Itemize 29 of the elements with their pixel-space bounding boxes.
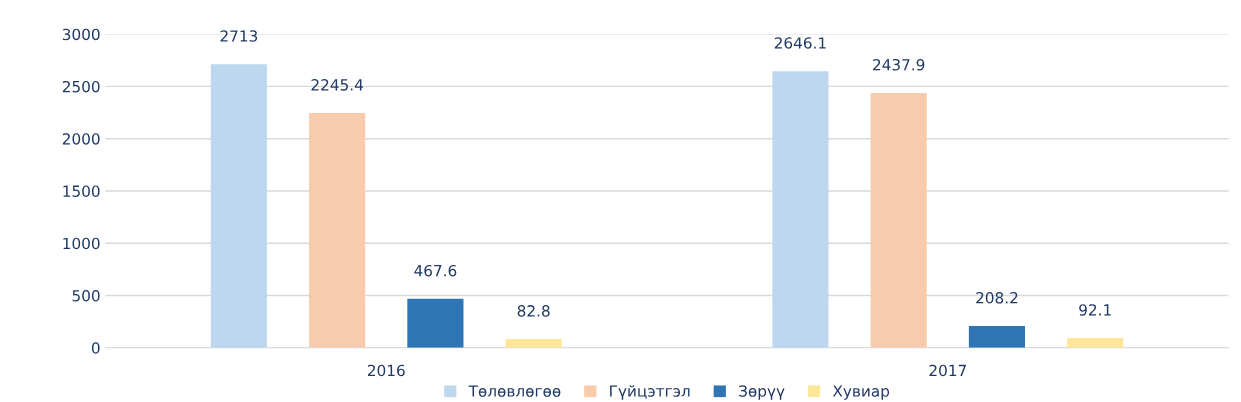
y-tick-label: 2500 xyxy=(62,80,100,93)
y-tick-label: 2000 xyxy=(62,133,100,145)
data-label: 208.2 xyxy=(976,292,1018,304)
data-label: 82.8 xyxy=(517,305,550,317)
data-label: 467.6 xyxy=(414,264,457,277)
x-tick-label: 2017 xyxy=(929,364,966,377)
bar xyxy=(1067,338,1124,348)
data-label: 92.1 xyxy=(1079,304,1111,316)
data-label: 2245.4 xyxy=(311,79,363,91)
legend-label: Гүйцэтгэл xyxy=(610,385,690,400)
y-tick-label: 1000 xyxy=(63,237,100,250)
legend-label: Зөрүү xyxy=(739,385,785,400)
legend-label: Төлөвлөгөө xyxy=(468,385,561,397)
bar xyxy=(505,339,562,348)
data-label: 2646.1 xyxy=(774,37,826,49)
bar xyxy=(968,325,1026,348)
legend-label: Хувиар xyxy=(832,385,890,400)
bar xyxy=(210,64,267,348)
y-tick-label: 500 xyxy=(72,289,100,302)
data-label: 2437.9 xyxy=(873,58,925,71)
y-tick-label: 1500 xyxy=(63,185,100,197)
bar xyxy=(772,71,829,348)
y-tick-label: 0 xyxy=(91,342,100,354)
bar xyxy=(407,298,464,348)
y-tick-label: 3000 xyxy=(62,28,100,41)
data-label: 2713 xyxy=(220,30,258,42)
bar xyxy=(870,92,927,348)
bar xyxy=(309,113,366,348)
x-tick-label: 2016 xyxy=(367,364,405,377)
